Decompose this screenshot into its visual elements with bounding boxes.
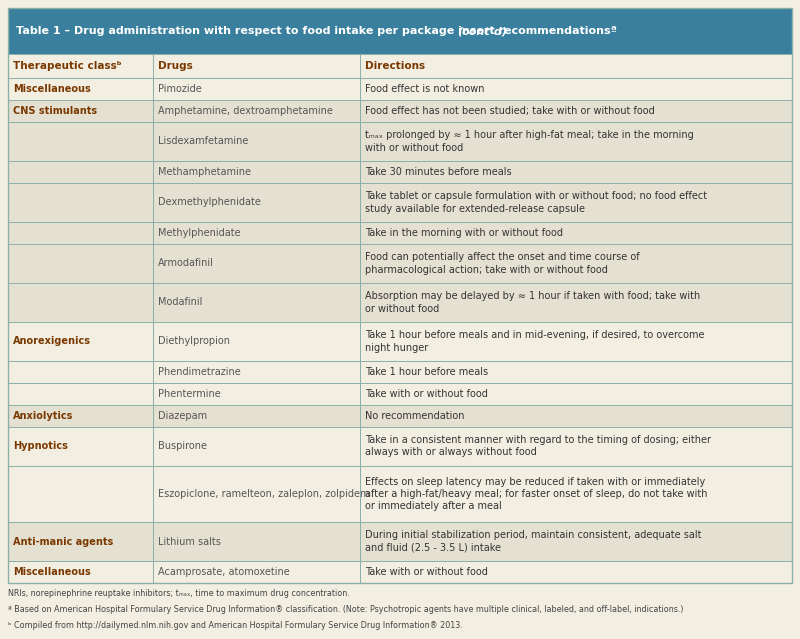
Text: (cont’d): (cont’d) xyxy=(457,26,507,36)
Text: NRIs, norepinephrine reuptake inhibitors; tₘₐₓ, time to maximum drug concentrati: NRIs, norepinephrine reuptake inhibitors… xyxy=(8,589,350,598)
Bar xyxy=(8,222,792,244)
Text: Amphetamine, dextroamphetamine: Amphetamine, dextroamphetamine xyxy=(158,106,333,116)
Text: tₘₐₓ prolonged by ≈ 1 hour after high-fat meal; take in the morning
with or with: tₘₐₓ prolonged by ≈ 1 hour after high-fa… xyxy=(365,130,694,153)
Text: Take tablet or capsule formulation with or without food; no food effect
study av: Take tablet or capsule formulation with … xyxy=(365,191,707,213)
Text: Diazepam: Diazepam xyxy=(158,411,207,420)
Bar xyxy=(8,8,792,583)
Bar xyxy=(8,8,792,54)
Text: Diethylpropion: Diethylpropion xyxy=(158,337,230,346)
Text: Take in the morning with or without food: Take in the morning with or without food xyxy=(365,228,563,238)
Text: Lisdexamfetamine: Lisdexamfetamine xyxy=(158,136,248,146)
Text: Therapeutic classᵇ: Therapeutic classᵇ xyxy=(13,61,122,71)
Text: Take in a consistent manner with regard to the timing of dosing; either
always w: Take in a consistent manner with regard … xyxy=(365,435,711,458)
Text: Eszopiclone, ramelteon, zaleplon, zolpidem: Eszopiclone, ramelteon, zaleplon, zolpid… xyxy=(158,489,370,499)
Text: Dexmethylphenidate: Dexmethylphenidate xyxy=(158,197,261,207)
Text: ª Based on American Hospital Formulary Service Drug Information® classification.: ª Based on American Hospital Formulary S… xyxy=(8,605,683,614)
Bar xyxy=(8,427,792,466)
Bar xyxy=(8,522,792,561)
Text: Miscellaneous: Miscellaneous xyxy=(13,567,90,577)
Bar xyxy=(8,561,792,583)
Bar xyxy=(8,322,792,361)
Text: Pimozide: Pimozide xyxy=(158,84,202,94)
Text: Hypnotics: Hypnotics xyxy=(13,442,68,451)
Text: Drugs: Drugs xyxy=(158,61,193,71)
Text: Take with or without food: Take with or without food xyxy=(365,389,488,399)
Text: Methylphenidate: Methylphenidate xyxy=(158,228,241,238)
Text: Food effect has not been studied; take with or without food: Food effect has not been studied; take w… xyxy=(365,106,654,116)
Text: ᵇ Compiled from http://dailymed.nlm.nih.gov and American Hospital Formulary Serv: ᵇ Compiled from http://dailymed.nlm.nih.… xyxy=(8,621,462,630)
Text: Directions: Directions xyxy=(365,61,425,71)
Bar xyxy=(8,283,792,322)
Bar xyxy=(8,161,792,183)
Bar xyxy=(8,466,792,522)
Text: Food can potentially affect the onset and time course of
pharmacological action;: Food can potentially affect the onset an… xyxy=(365,252,640,275)
Text: Phendimetrazine: Phendimetrazine xyxy=(158,367,241,377)
Text: During initial stabilization period, maintain consistent, adequate salt
and flui: During initial stabilization period, mai… xyxy=(365,530,702,553)
Text: Miscellaneous: Miscellaneous xyxy=(13,84,90,94)
Text: Take 30 minutes before meals: Take 30 minutes before meals xyxy=(365,167,512,177)
Text: Phentermine: Phentermine xyxy=(158,389,221,399)
Bar xyxy=(8,383,792,405)
Text: No recommendation: No recommendation xyxy=(365,411,465,420)
Bar xyxy=(8,100,792,122)
Bar xyxy=(8,78,792,100)
Text: Effects on sleep latency may be reduced if taken with or immediately
after a hig: Effects on sleep latency may be reduced … xyxy=(365,477,707,511)
Text: Table 1 – Drug administration with respect to food intake per package insert rec: Table 1 – Drug administration with respe… xyxy=(16,26,621,36)
Text: Take 1 hour before meals: Take 1 hour before meals xyxy=(365,367,488,377)
Text: Take 1 hour before meals and in mid-evening, if desired, to overcome
night hunge: Take 1 hour before meals and in mid-even… xyxy=(365,330,705,353)
Bar xyxy=(8,244,792,283)
Text: Absorption may be delayed by ≈ 1 hour if taken with food; take with
or without f: Absorption may be delayed by ≈ 1 hour if… xyxy=(365,291,700,314)
Bar xyxy=(8,405,792,427)
Bar xyxy=(8,183,792,222)
Text: Buspirone: Buspirone xyxy=(158,442,207,451)
Text: Anti-manic agents: Anti-manic agents xyxy=(13,537,114,546)
Text: Acamprosate, atomoxetine: Acamprosate, atomoxetine xyxy=(158,567,290,577)
Text: CNS stimulants: CNS stimulants xyxy=(13,106,97,116)
Text: Modafinil: Modafinil xyxy=(158,297,202,307)
Text: Anorexigenics: Anorexigenics xyxy=(13,337,91,346)
Text: Armodafinil: Armodafinil xyxy=(158,258,214,268)
Text: Lithium salts: Lithium salts xyxy=(158,537,221,546)
Text: Methamphetamine: Methamphetamine xyxy=(158,167,251,177)
Bar xyxy=(8,54,792,78)
Text: Anxiolytics: Anxiolytics xyxy=(13,411,74,420)
Bar xyxy=(8,122,792,161)
Text: Take with or without food: Take with or without food xyxy=(365,567,488,577)
Text: Food effect is not known: Food effect is not known xyxy=(365,84,485,94)
Bar xyxy=(8,361,792,383)
